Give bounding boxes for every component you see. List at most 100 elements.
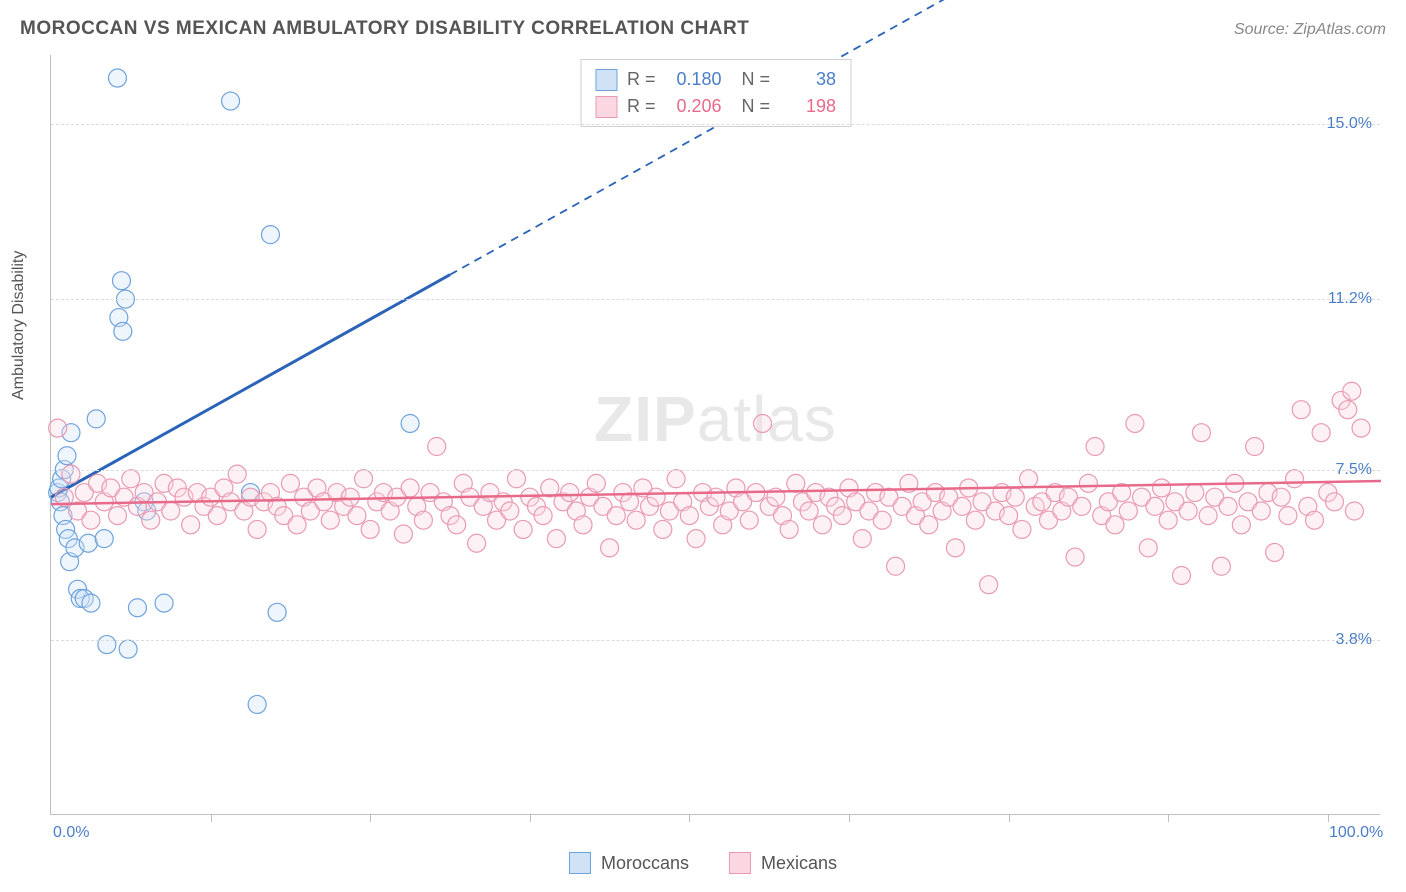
scatter-point bbox=[873, 511, 891, 529]
bottom-legend-item: Moroccans bbox=[569, 852, 689, 874]
scatter-point bbox=[1272, 488, 1290, 506]
gridline bbox=[51, 640, 1380, 641]
scatter-point bbox=[607, 507, 625, 525]
xtick-label: 0.0% bbox=[53, 824, 89, 842]
scatter-point bbox=[448, 516, 466, 534]
scatter-point bbox=[87, 410, 105, 428]
scatter-point bbox=[514, 520, 532, 538]
plot-svg bbox=[51, 55, 1380, 814]
stats-legend-row: R =0.180 N =38 bbox=[595, 66, 836, 93]
scatter-point bbox=[182, 516, 200, 534]
stat-r-label: R = bbox=[627, 66, 656, 93]
scatter-point bbox=[1106, 516, 1124, 534]
scatter-point bbox=[268, 603, 286, 621]
scatter-point bbox=[787, 474, 805, 492]
stats-legend-row: R =0.206 N =198 bbox=[595, 93, 836, 120]
scatter-point bbox=[62, 465, 80, 483]
scatter-point bbox=[114, 322, 132, 340]
scatter-point bbox=[1252, 502, 1270, 520]
scatter-point bbox=[261, 226, 279, 244]
scatter-point bbox=[142, 511, 160, 529]
scatter-point bbox=[58, 447, 76, 465]
scatter-point bbox=[321, 511, 339, 529]
scatter-point bbox=[1139, 539, 1157, 557]
stat-n-value: 38 bbox=[780, 66, 836, 93]
scatter-point bbox=[561, 484, 579, 502]
scatter-point bbox=[228, 465, 246, 483]
stat-n-value: 198 bbox=[780, 93, 836, 120]
ytick-label: 3.8% bbox=[1336, 631, 1372, 649]
scatter-point bbox=[208, 507, 226, 525]
scatter-point bbox=[1006, 488, 1024, 506]
scatter-point bbox=[248, 520, 266, 538]
scatter-point bbox=[534, 507, 552, 525]
xtick bbox=[211, 814, 212, 822]
y-axis-label: Ambulatory Disability bbox=[10, 251, 28, 400]
scatter-point bbox=[1153, 479, 1171, 497]
scatter-point bbox=[98, 636, 116, 654]
scatter-point bbox=[1232, 516, 1250, 534]
scatter-point bbox=[1266, 543, 1284, 561]
gridline bbox=[51, 124, 1380, 125]
scatter-point bbox=[547, 530, 565, 548]
scatter-point bbox=[361, 520, 379, 538]
scatter-point bbox=[754, 414, 772, 432]
scatter-point bbox=[128, 599, 146, 617]
gridline bbox=[51, 299, 1380, 300]
scatter-point bbox=[1312, 424, 1330, 442]
scatter-point bbox=[627, 511, 645, 529]
stat-r-value: 0.180 bbox=[666, 66, 722, 93]
xtick bbox=[530, 814, 531, 822]
legend-swatch bbox=[729, 852, 751, 874]
ytick-label: 11.2% bbox=[1328, 290, 1372, 308]
scatter-point bbox=[1246, 438, 1264, 456]
scatter-point bbox=[1352, 419, 1370, 437]
scatter-point bbox=[288, 516, 306, 534]
scatter-point bbox=[1325, 493, 1343, 511]
xtick bbox=[1328, 814, 1329, 822]
legend-swatch bbox=[595, 69, 617, 91]
scatter-point bbox=[621, 493, 639, 511]
xtick bbox=[849, 814, 850, 822]
scatter-point bbox=[1159, 511, 1177, 529]
scatter-point bbox=[887, 557, 905, 575]
stat-r-value: 0.206 bbox=[666, 93, 722, 120]
scatter-point bbox=[1179, 502, 1197, 520]
scatter-point bbox=[813, 516, 831, 534]
ytick-label: 15.0% bbox=[1327, 115, 1372, 133]
scatter-point bbox=[853, 530, 871, 548]
scatter-point bbox=[222, 92, 240, 110]
stat-n-label: N = bbox=[732, 93, 771, 120]
legend-label: Mexicans bbox=[761, 853, 837, 874]
scatter-point bbox=[501, 502, 519, 520]
scatter-point bbox=[1292, 401, 1310, 419]
scatter-point bbox=[49, 419, 67, 437]
ytick-label: 7.5% bbox=[1336, 461, 1372, 479]
xtick bbox=[370, 814, 371, 822]
scatter-point bbox=[920, 516, 938, 534]
chart-title: MOROCCAN VS MEXICAN AMBULATORY DISABILIT… bbox=[20, 18, 749, 40]
scatter-point bbox=[1079, 474, 1097, 492]
chart-source: Source: ZipAtlas.com bbox=[1234, 21, 1386, 39]
scatter-point bbox=[1020, 470, 1038, 488]
scatter-point bbox=[1013, 520, 1031, 538]
xtick bbox=[689, 814, 690, 822]
scatter-point bbox=[966, 511, 984, 529]
scatter-point bbox=[1212, 557, 1230, 575]
scatter-point bbox=[680, 507, 698, 525]
scatter-point bbox=[82, 594, 100, 612]
scatter-point bbox=[574, 516, 592, 534]
scatter-point bbox=[1146, 497, 1164, 515]
bottom-legend: Moroccans Mexicans bbox=[569, 852, 837, 874]
scatter-point bbox=[394, 525, 412, 543]
scatter-point bbox=[980, 576, 998, 594]
scatter-point bbox=[109, 69, 127, 87]
scatter-point bbox=[508, 470, 526, 488]
scatter-point bbox=[1343, 382, 1361, 400]
scatter-point bbox=[1286, 470, 1304, 488]
scatter-point bbox=[780, 520, 798, 538]
scatter-point bbox=[740, 511, 758, 529]
scatter-point bbox=[1066, 548, 1084, 566]
scatter-point bbox=[1119, 502, 1137, 520]
scatter-point bbox=[1192, 424, 1210, 442]
